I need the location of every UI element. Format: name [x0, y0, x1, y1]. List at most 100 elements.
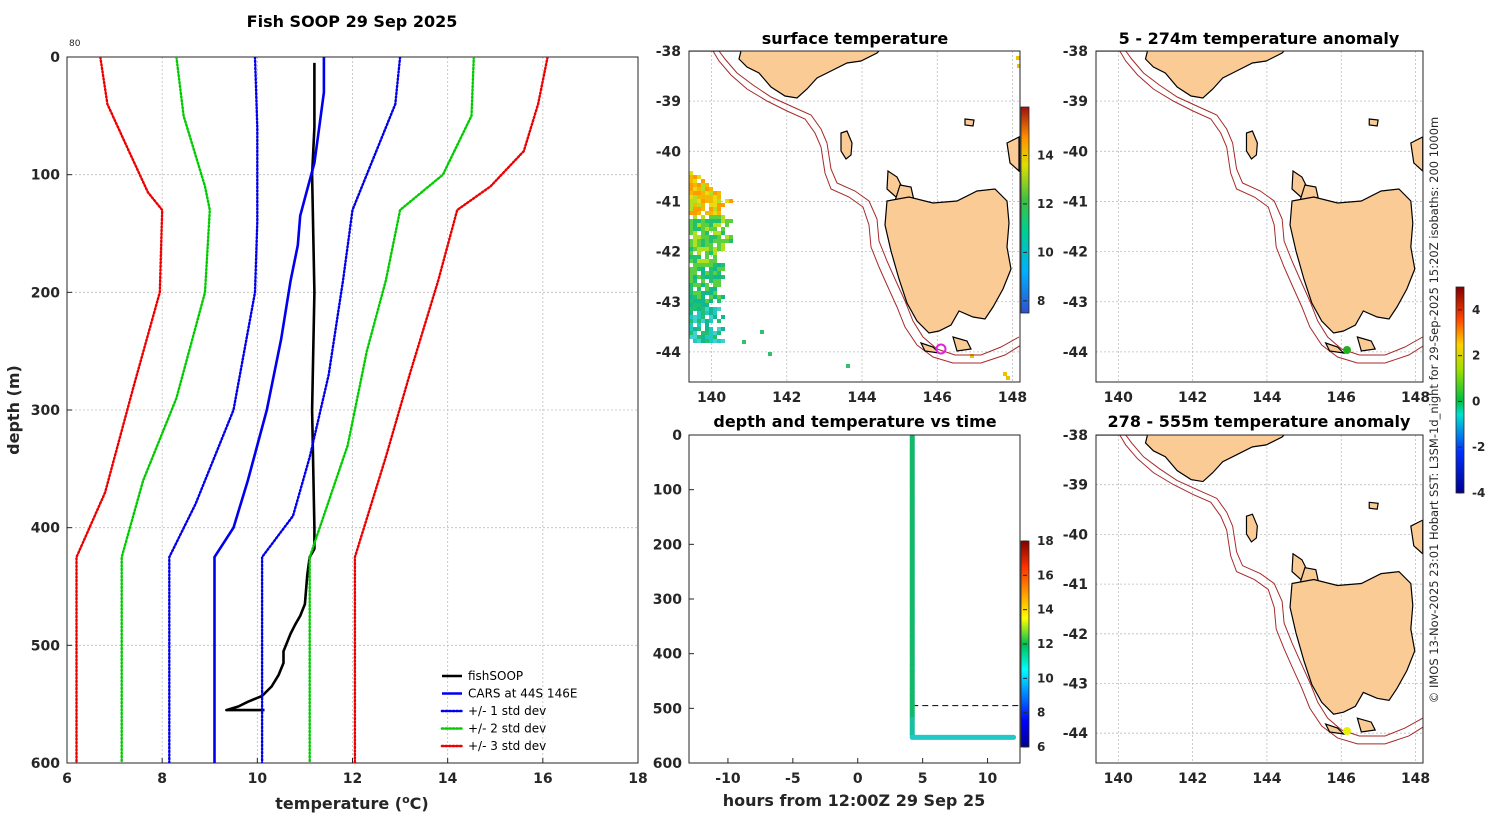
sst-pixel	[701, 299, 705, 303]
sst-pixel	[713, 267, 717, 271]
sst-pixel	[717, 211, 721, 215]
sst-pixel	[717, 331, 721, 335]
sst-pixel	[701, 291, 705, 295]
sst-pixel	[713, 195, 717, 199]
sst-pixel	[693, 335, 697, 339]
sst-pixel	[701, 335, 705, 339]
sst-pixel	[717, 275, 721, 279]
sst-pixel	[713, 211, 717, 215]
profile-legend: fishSOOP CARS at 44S 146E +/- 1 std dev +/-…	[440, 669, 577, 753]
time-ytick-label: 0	[672, 428, 682, 444]
deep-anomaly-point	[1343, 727, 1351, 735]
sst-pixel	[846, 364, 850, 368]
map-lon-label: 148	[1401, 771, 1430, 787]
sst-pixel	[705, 299, 709, 303]
sst-pixel	[717, 239, 721, 243]
colorbar-label: 4	[1472, 303, 1480, 317]
sst-pixel	[717, 279, 721, 283]
sst-pixel	[713, 199, 717, 203]
shallow-title: 5 - 274m temperature anomaly	[1119, 29, 1400, 48]
sst-pixel	[717, 199, 721, 203]
sst-pixel	[709, 191, 713, 195]
sst-pixel	[717, 203, 721, 207]
sst-pixel	[1003, 372, 1007, 376]
sst-pixel	[729, 219, 733, 223]
sst-pixel	[697, 175, 701, 179]
sst-pixel	[693, 271, 697, 275]
sst-pixel	[697, 247, 701, 251]
sst-pixel	[717, 243, 721, 247]
map-lat-label: -43	[656, 295, 681, 311]
sst-pixel	[701, 315, 705, 319]
sst-pixel	[689, 319, 693, 323]
sst-pixel	[689, 187, 693, 191]
legend-label-1: CARS at 44S 146E	[468, 687, 577, 701]
sst-pixel	[689, 175, 693, 179]
shallow-anomaly-point	[1343, 346, 1351, 354]
map-lon-label: 140	[1104, 771, 1133, 787]
shallow-axes	[1095, 50, 1424, 383]
map-lon-label: 142	[1178, 771, 1207, 787]
sst-pixel	[705, 327, 709, 331]
sst-pixel	[693, 303, 697, 307]
sst-pixel	[697, 303, 701, 307]
sst-pixel	[709, 339, 713, 343]
sst-pixel	[721, 263, 725, 267]
sst-pixel	[717, 223, 721, 227]
sst-pixel	[697, 275, 701, 279]
sst-pixel	[717, 219, 721, 223]
sst-pixel	[697, 319, 701, 323]
sst-pixel	[693, 255, 697, 259]
colorbar-label: 14	[1037, 148, 1054, 162]
sst-pixel	[697, 199, 701, 203]
sst-pixel	[693, 195, 697, 199]
sst-pixel	[697, 315, 701, 319]
colorbar-label: 16	[1037, 568, 1054, 582]
map-lon-label: 142	[1178, 390, 1207, 406]
time-xtick-label: 0	[853, 771, 863, 787]
sst-pixel	[689, 283, 693, 287]
sst-pixel	[697, 207, 701, 211]
sst-pixel	[709, 219, 713, 223]
sst-pixel	[701, 283, 705, 287]
deep-map-content	[1096, 435, 1423, 745]
sst-pixel	[709, 287, 713, 291]
sst-pixel	[709, 187, 713, 191]
profile-xtick-label: 12	[343, 771, 362, 787]
sst-pixel	[701, 267, 705, 271]
sst-pixel	[697, 227, 701, 231]
sst-pixel	[717, 283, 721, 287]
sst-pixel	[689, 231, 693, 235]
sst-pixel	[760, 330, 764, 334]
shallow-ticks: 140 142 144 146 148 -38 -39 -40 -41 -42 -43 -44	[1063, 44, 1430, 406]
time-ytick-label: 400	[653, 647, 682, 663]
sst-pixel	[717, 267, 721, 271]
legend-label-4: +/- 3 std dev	[468, 739, 546, 753]
sst-pixel	[709, 199, 713, 203]
legend-label-3: +/- 2 std dev	[468, 722, 546, 736]
sst-pixel	[713, 259, 717, 263]
sst-pixel	[701, 179, 705, 183]
sst-pixel	[725, 223, 729, 227]
sst-pixel	[701, 203, 705, 207]
sst-pixel	[697, 211, 701, 215]
deep-axes	[1095, 434, 1424, 764]
time-xtick-label: -10	[715, 771, 741, 787]
sst-pixel	[729, 235, 733, 239]
colorbar-label: 8	[1037, 706, 1045, 720]
sst-pixel	[689, 287, 693, 291]
profile-yticks: 0 100 200 300 400 500 600	[31, 50, 72, 772]
sst-pixel	[701, 279, 705, 283]
sst-pixel	[693, 331, 697, 335]
map-lon-label: 148	[1401, 390, 1430, 406]
sst-pixel	[713, 251, 717, 255]
sst-ticks: 140 142 144 146 148 -38 -39 -40 -41 -42 -43 -44	[656, 44, 1027, 406]
sst-pixel	[717, 231, 721, 235]
xlabel-tail: C)	[410, 794, 429, 813]
colorbar-label: 2	[1472, 349, 1480, 363]
map-lat-label: -43	[1063, 676, 1088, 692]
sst-pixel	[689, 195, 693, 199]
map-lon-label: 144	[1252, 771, 1281, 787]
sst-pixel	[717, 295, 721, 299]
sst-pixel	[705, 211, 709, 215]
